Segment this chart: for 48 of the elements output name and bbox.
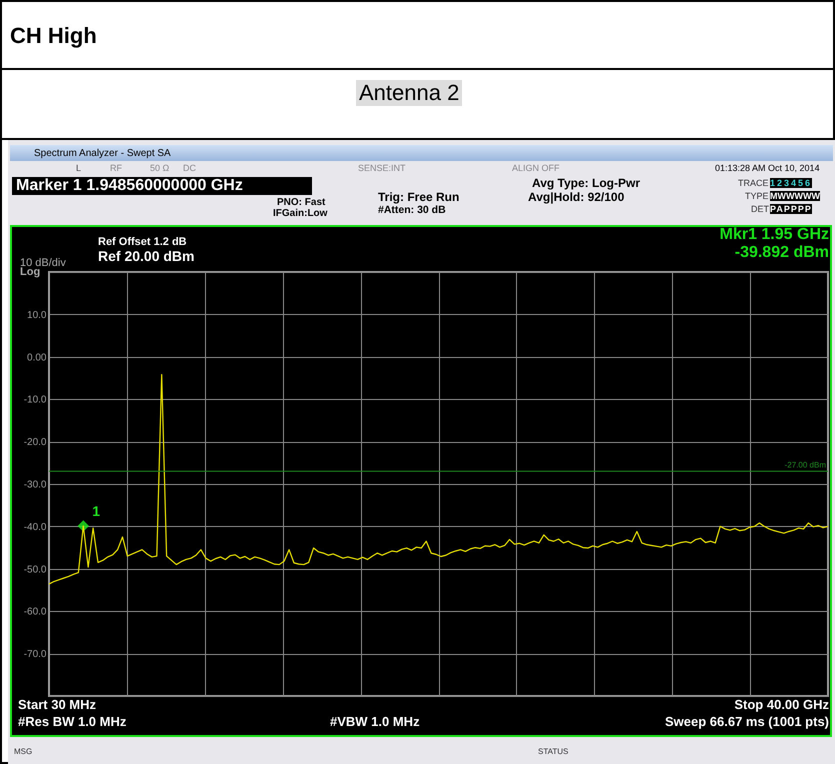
text: TRACE <box>738 178 769 188</box>
text: STATUS <box>538 747 568 756</box>
y-tick-label: -10.0 <box>24 394 47 406</box>
text: MWWWWW <box>770 191 820 201</box>
text: L <box>76 163 82 173</box>
text: Mkr1 1.95 GHz <box>720 226 829 244</box>
text: ALIGN OFF <box>512 163 560 173</box>
text: 123456 <box>770 178 812 188</box>
text: 10 dB/div <box>20 257 66 269</box>
text: Sweep 66.67 ms (1001 pts) <box>664 714 829 729</box>
text: #Res BW 1.0 MHz <box>18 714 126 729</box>
text: -39.892 dBm <box>734 244 829 262</box>
y-tick-label: -50.0 <box>24 564 47 576</box>
text: Ref Offset 1.2 dB <box>98 236 187 248</box>
text: Avg|Hold: 92/100 <box>528 190 624 204</box>
y-tick-label: -30.0 <box>24 480 47 490</box>
text: #VBW 1.0 MHz <box>330 714 420 729</box>
text: Trig: Free Run <box>378 190 460 204</box>
y-tick-label: 0.00 <box>27 352 47 364</box>
chart-subtitle: Antenna 2 <box>356 80 462 106</box>
text: TYPE <box>745 191 769 201</box>
y-tick-label: 10.0 <box>27 310 47 321</box>
text: Spectrum Analyzer - Swept SA <box>34 148 171 159</box>
text: Avg Type: Log-Pwr <box>532 176 640 190</box>
text: SENSE:INT <box>358 163 406 173</box>
y-tick-label: -40.0 <box>24 522 47 533</box>
ref-line-label: -27.00 dBm <box>784 460 826 470</box>
text: IFGain:Low <box>273 208 328 219</box>
text: Marker 1 1.948560000000 GHz <box>16 177 243 195</box>
text: PAPPPP <box>770 204 812 214</box>
y-tick-label: -60.0 <box>24 606 47 618</box>
text: DET <box>751 204 769 214</box>
text: Log <box>20 266 40 278</box>
chart-title: CH High <box>10 23 97 49</box>
line-series <box>48 374 829 585</box>
text: Start 30 MHz <box>18 697 96 712</box>
text: DC <box>183 163 196 173</box>
text: Stop 40.00 GHz <box>734 697 829 712</box>
text: Ref 20.00 dBm <box>98 248 194 264</box>
text: RF <box>110 163 122 173</box>
series-label: 1 <box>92 502 100 519</box>
text: MSG <box>14 747 32 756</box>
text: PNO: Fast <box>277 197 326 208</box>
text: 50 Ω <box>150 163 170 173</box>
y-tick-label: -20.0 <box>24 437 47 448</box>
text: 01:13:28 AM Oct 10, 2014 <box>715 163 820 173</box>
y-tick-label: -70.0 <box>24 649 47 660</box>
text: #Atten: 30 dB <box>378 204 446 216</box>
